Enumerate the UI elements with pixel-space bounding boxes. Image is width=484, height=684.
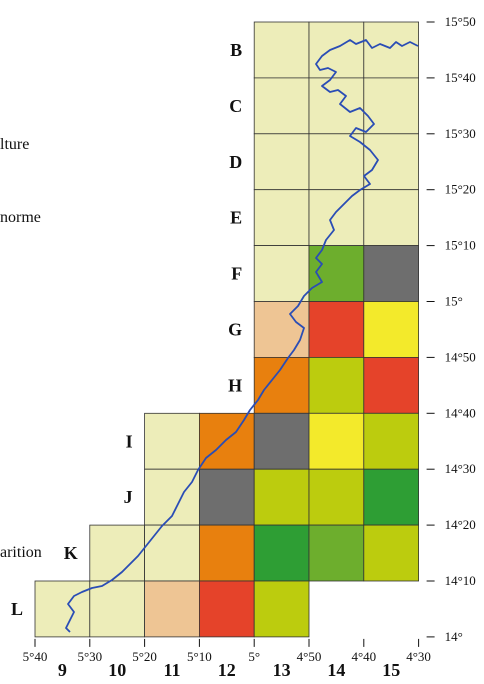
cell-K-12 — [198, 524, 255, 582]
latitude-label: 15° — [445, 294, 463, 309]
latitude-label: 14° — [445, 629, 463, 644]
latitude-label: 14°20 — [445, 517, 476, 532]
row-label-C: C — [229, 96, 242, 116]
row-label-L: L — [11, 599, 23, 619]
cell-G-15 — [363, 301, 419, 358]
row-label-F: F — [231, 264, 242, 284]
row-label-J: J — [124, 487, 133, 507]
cell-G-13 — [253, 301, 310, 358]
column-label-13: 13 — [273, 660, 291, 680]
legend-fragment-3: arition — [0, 544, 42, 561]
row-label-K: K — [64, 543, 78, 563]
column-label-15: 15 — [382, 660, 400, 680]
cell-J-12 — [198, 468, 255, 526]
cell-K-14 — [308, 524, 365, 582]
longitude-label: 4°50 — [297, 649, 322, 664]
legend-fragment-1: lture — [0, 136, 29, 153]
cell-E-14 — [308, 189, 365, 246]
column-label-11: 11 — [163, 660, 180, 680]
column-label-10: 10 — [108, 660, 126, 680]
latitude-label: 14°30 — [445, 461, 476, 476]
cell-F-15 — [363, 245, 419, 302]
legend-fragment-2: norme — [0, 209, 41, 226]
longitude-label: 5°20 — [132, 649, 157, 664]
cell-G-14 — [308, 301, 365, 358]
row-labels: B C D E F G H I J K L — [11, 40, 242, 619]
cell-F-13 — [253, 245, 310, 302]
cell-J-15 — [363, 468, 419, 526]
longitude-label: 4°30 — [406, 649, 431, 664]
cell-K-11 — [144, 524, 200, 582]
latitude-label: 14°40 — [445, 405, 476, 420]
latitude-label: 14°10 — [445, 573, 476, 588]
cell-L-12 — [198, 580, 255, 638]
latitude-label: 14°50 — [445, 349, 476, 364]
cell-L-11 — [144, 580, 200, 638]
cell-I-14 — [308, 412, 365, 470]
cell-L-13 — [253, 580, 310, 638]
latitude-label: 15°10 — [445, 238, 476, 253]
latitude-axis: 15°50 15°40 15°30 15°20 15°10 15° 14°50 14°40 14… — [426, 14, 476, 644]
longitude-label: 4°40 — [351, 649, 376, 664]
cell-C-13 — [253, 77, 310, 135]
longitude-axis: 5°40 5°30 5°20 5°10 5° 4°50 4°40 4°30 — [23, 638, 431, 664]
row-label-E: E — [230, 208, 242, 228]
cell-D-13 — [253, 133, 310, 191]
legend-fragments: lture norme arition — [0, 136, 42, 561]
latitude-label: 15°30 — [445, 126, 476, 141]
cell-B-14 — [308, 21, 365, 79]
cell-E-13 — [253, 189, 310, 246]
row-label-I: I — [126, 431, 133, 451]
latitude-label: 15°40 — [445, 70, 476, 85]
row-label-H: H — [228, 375, 242, 395]
cell-E-15 — [363, 189, 419, 246]
column-label-12: 12 — [218, 660, 236, 680]
longitude-label: 5° — [248, 649, 260, 664]
cell-I-12 — [198, 412, 255, 470]
cell-L-10 — [89, 580, 146, 638]
cell-J-14 — [308, 468, 365, 526]
river-line — [65, 39, 419, 633]
cell-H-14 — [308, 356, 365, 414]
cell-K-15 — [363, 524, 419, 582]
river-path — [65, 39, 419, 633]
cell-I-11 — [144, 412, 200, 470]
column-label-9: 9 — [58, 660, 67, 680]
cell-J-13 — [253, 468, 310, 526]
cell-H-13 — [253, 356, 310, 414]
row-label-D: D — [229, 152, 242, 172]
cell-D-14 — [308, 133, 365, 191]
row-label-G: G — [228, 319, 242, 339]
longitude-label: 5°10 — [187, 649, 212, 664]
cell-D-15 — [363, 133, 419, 191]
column-label-14: 14 — [327, 660, 345, 680]
latitude-label: 15°50 — [445, 14, 476, 29]
latitude-label: 15°20 — [445, 182, 476, 197]
cell-K-13 — [253, 524, 310, 582]
cell-J-11 — [144, 468, 200, 526]
cell-C-14 — [308, 77, 365, 135]
cell-B-13 — [253, 21, 310, 79]
longitude-label: 5°30 — [77, 649, 102, 664]
cell-K-10 — [89, 524, 146, 582]
longitude-label: 5°40 — [23, 649, 48, 664]
cell-I-15 — [363, 412, 419, 470]
column-labels: 9 10 11 12 13 14 15 — [58, 660, 400, 680]
cell-L-9 — [34, 580, 91, 638]
row-label-B: B — [230, 40, 242, 60]
grid-cells — [34, 21, 419, 638]
cell-B-15 — [363, 21, 419, 79]
cell-H-15 — [363, 356, 419, 414]
cell-I-13 — [253, 412, 310, 470]
